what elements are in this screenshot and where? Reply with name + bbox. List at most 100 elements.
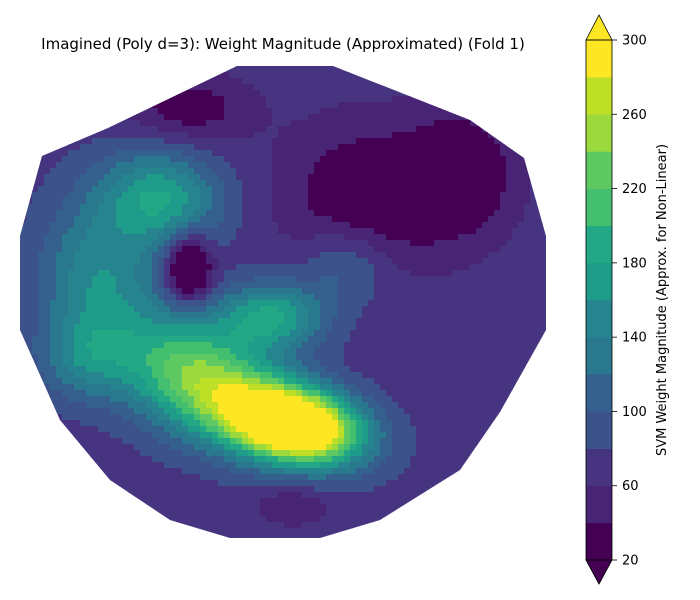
- heatmap-cell: [380, 354, 387, 361]
- heatmap-cell: [404, 114, 411, 121]
- heatmap-cell: [398, 390, 405, 397]
- heatmap-cell: [476, 102, 483, 109]
- heatmap-cell: [272, 288, 279, 295]
- heatmap-cell: [284, 66, 291, 73]
- heatmap-cell: [86, 96, 93, 103]
- heatmap-cell: [176, 318, 183, 325]
- heatmap-cell: [110, 180, 117, 187]
- heatmap-cell: [158, 276, 165, 283]
- heatmap-cell: [158, 396, 165, 403]
- heatmap-cell: [536, 108, 543, 115]
- heatmap-cell: [296, 186, 303, 193]
- heatmap-cell: [476, 144, 483, 151]
- heatmap-cell: [80, 96, 87, 103]
- heatmap-cell: [206, 300, 213, 307]
- heatmap-cell: [530, 120, 537, 127]
- heatmap-cell: [170, 300, 177, 307]
- heatmap-cell: [356, 360, 363, 367]
- heatmap-cell: [80, 90, 87, 97]
- heatmap-cell: [80, 294, 87, 301]
- heatmap-cell: [488, 228, 495, 235]
- heatmap-cell: [170, 186, 177, 193]
- heatmap-cell: [308, 294, 315, 301]
- heatmap-cell: [482, 360, 489, 367]
- heatmap-cell: [428, 324, 435, 331]
- heatmap-cell: [176, 306, 183, 313]
- heatmap-cell: [98, 396, 105, 403]
- heatmap-cell: [194, 150, 201, 157]
- heatmap-cell: [188, 318, 195, 325]
- heatmap-cell: [428, 138, 435, 145]
- heatmap-cell: [170, 312, 177, 319]
- heatmap-cell: [272, 264, 279, 271]
- heatmap-cell: [74, 96, 81, 103]
- heatmap-cell: [440, 234, 447, 241]
- heatmap-cell: [410, 252, 417, 259]
- heatmap-cell: [470, 72, 477, 79]
- heatmap-cell: [374, 210, 381, 217]
- heatmap-cell: [50, 210, 57, 217]
- heatmap-cell: [518, 216, 525, 223]
- heatmap-cell: [356, 258, 363, 265]
- heatmap-cell: [332, 138, 339, 145]
- heatmap-cell: [458, 264, 465, 271]
- heatmap-cell: [458, 384, 465, 391]
- heatmap-cell: [404, 84, 411, 91]
- heatmap-cell: [188, 120, 195, 127]
- heatmap-cell: [62, 204, 69, 211]
- heatmap-cell: [224, 138, 231, 145]
- heatmap-cell: [68, 240, 75, 247]
- heatmap-cell: [350, 228, 357, 235]
- heatmap-cell: [26, 216, 33, 223]
- heatmap-cell: [362, 390, 369, 397]
- heatmap-cell: [320, 186, 327, 193]
- heatmap-cell: [170, 210, 177, 217]
- heatmap-cell: [146, 396, 153, 403]
- heatmap-cell: [512, 144, 519, 151]
- heatmap-cell: [110, 210, 117, 217]
- heatmap-cell: [542, 132, 546, 139]
- heatmap-cell: [50, 360, 57, 367]
- heatmap-cell: [50, 276, 57, 283]
- heatmap-cell: [254, 90, 261, 97]
- heatmap-cell: [116, 300, 123, 307]
- heatmap-cell: [380, 168, 387, 175]
- heatmap-cell: [488, 330, 495, 337]
- heatmap-cell: [236, 270, 243, 277]
- heatmap-cell: [176, 252, 183, 259]
- heatmap-cell: [530, 96, 537, 103]
- heatmap-cell: [68, 102, 75, 109]
- heatmap-cell: [146, 198, 153, 205]
- heatmap-cell: [254, 324, 261, 331]
- heatmap-cell: [344, 228, 351, 235]
- heatmap-cell: [350, 312, 357, 319]
- heatmap-cell: [440, 264, 447, 271]
- heatmap-cell: [350, 354, 357, 361]
- heatmap-cell: [530, 396, 537, 403]
- heatmap-cell: [488, 294, 495, 301]
- heatmap-cell: [338, 276, 345, 283]
- heatmap-cell: [248, 78, 255, 85]
- heatmap-cell: [326, 96, 333, 103]
- heatmap-cell: [536, 300, 543, 307]
- heatmap-cell: [230, 180, 237, 187]
- heatmap-cell: [248, 240, 255, 247]
- heatmap-cell: [230, 300, 237, 307]
- heatmap-cell: [464, 180, 471, 187]
- heatmap-cell: [86, 330, 93, 337]
- heatmap-cell: [500, 144, 507, 151]
- heatmap-cell: [386, 132, 393, 139]
- heatmap-cell: [56, 180, 63, 187]
- heatmap-cell: [506, 138, 513, 145]
- heatmap-cell: [236, 114, 243, 121]
- heatmap-cell: [32, 78, 39, 85]
- heatmap-cell: [278, 96, 285, 103]
- heatmap-cell: [176, 348, 183, 355]
- heatmap-cell: [56, 120, 63, 127]
- heatmap-cell: [170, 222, 177, 229]
- heatmap-cell: [92, 246, 99, 253]
- heatmap-cell: [308, 156, 315, 163]
- heatmap-cell: [158, 168, 165, 175]
- heatmap-cell: [248, 222, 255, 229]
- heatmap-cell: [146, 240, 153, 247]
